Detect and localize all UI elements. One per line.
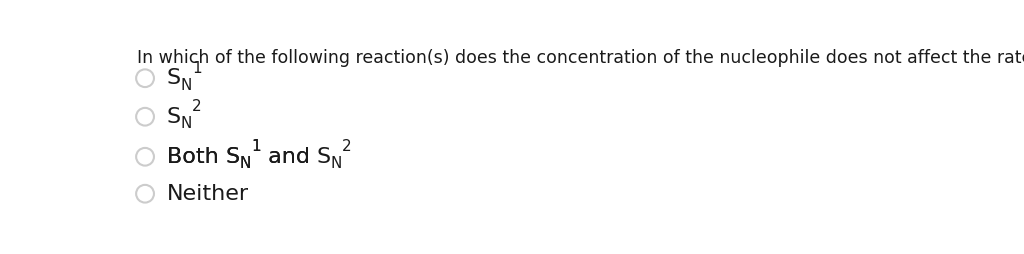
Text: N: N xyxy=(240,156,251,171)
Text: 1: 1 xyxy=(193,61,202,76)
Text: In which of the following reaction(s) does the concentration of the nucleophile : In which of the following reaction(s) do… xyxy=(137,49,1024,67)
Text: S: S xyxy=(225,147,240,167)
Text: Both: Both xyxy=(167,147,225,167)
Text: S: S xyxy=(225,147,240,167)
Text: 1: 1 xyxy=(251,139,261,154)
Text: and: and xyxy=(261,147,316,167)
Text: Neither: Neither xyxy=(167,184,249,204)
Text: 2: 2 xyxy=(342,139,352,154)
Text: 2: 2 xyxy=(193,99,202,114)
Text: and: and xyxy=(261,147,316,167)
Text: 1: 1 xyxy=(251,139,261,154)
Text: S: S xyxy=(167,68,181,88)
Text: Both: Both xyxy=(167,147,225,167)
Text: N: N xyxy=(181,116,193,131)
Text: S: S xyxy=(316,147,331,167)
Text: N: N xyxy=(240,156,251,171)
Text: N: N xyxy=(181,78,193,93)
Text: N: N xyxy=(331,156,342,171)
Text: S: S xyxy=(167,107,181,127)
